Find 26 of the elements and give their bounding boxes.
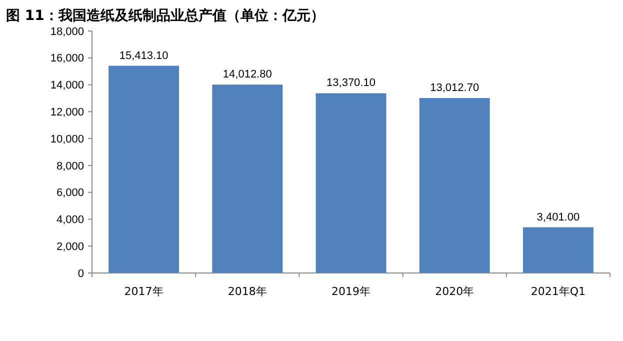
- x-tick-label: 2021年Q1: [530, 285, 586, 298]
- x-tick-label: 2017年: [124, 285, 164, 298]
- data-label: 15,413.10: [119, 50, 168, 62]
- y-tick-label: 8,000: [56, 160, 84, 172]
- data-label: 3,401.00: [536, 211, 580, 224]
- y-tick-label: 0: [78, 268, 84, 280]
- x-tick-label: 2018年: [228, 285, 267, 298]
- bar: [522, 227, 594, 273]
- bar: [316, 93, 386, 273]
- bar: [419, 98, 490, 273]
- y-tick-label: 6,000: [56, 187, 84, 200]
- y-tick-label: 10,000: [50, 133, 84, 146]
- x-tick-label: 2019年: [332, 285, 370, 298]
- data-label: 13,370.10: [326, 77, 376, 90]
- data-label: 13,012.70: [430, 82, 480, 94]
- bar: [212, 84, 283, 273]
- x-tick-label: 2020年: [435, 285, 474, 298]
- data-label: 14,012.80: [222, 68, 272, 81]
- y-tick-label: 4,000: [56, 214, 84, 226]
- y-tick-label: 18,000: [50, 26, 84, 38]
- y-tick-label: 2,000: [56, 240, 84, 253]
- y-tick-label: 12,000: [50, 106, 84, 119]
- y-tick-label: 14,000: [50, 80, 84, 92]
- y-tick-label: 16,000: [50, 52, 84, 65]
- bar: [108, 66, 180, 273]
- chart-title: 图 11：我国造纸及纸制品业总产值（单位：亿元）: [6, 7, 324, 24]
